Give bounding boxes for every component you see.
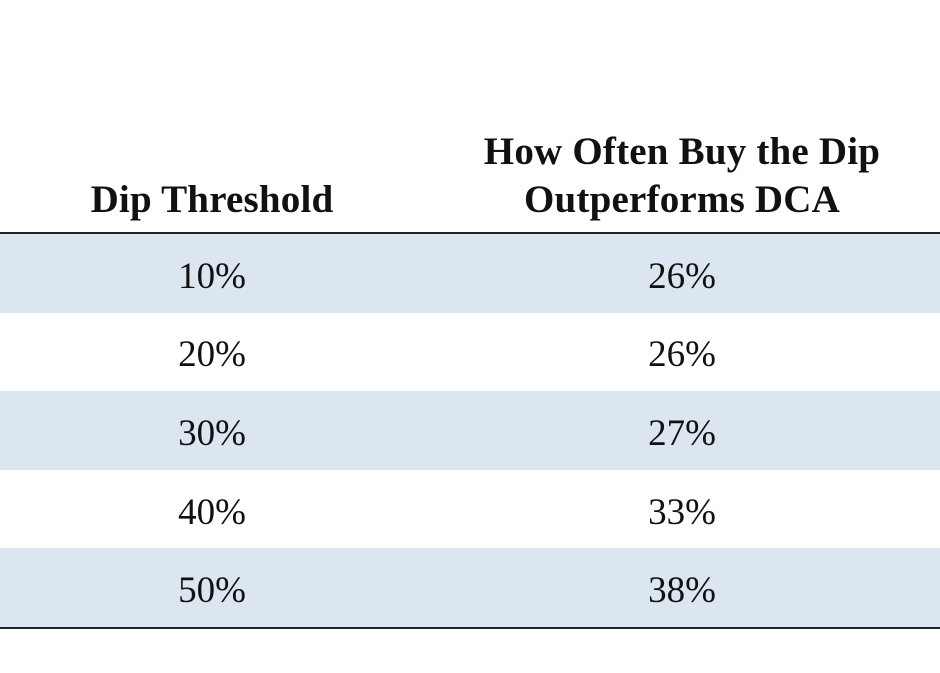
outperform-cell: 33%	[648, 491, 716, 533]
threshold-cell: 50%	[178, 570, 246, 612]
outperform-cell: 38%	[648, 570, 716, 612]
header-dip-threshold: Dip Threshold	[90, 178, 334, 221]
threshold-cell: 20%	[178, 334, 246, 376]
threshold-cell: 30%	[178, 412, 246, 454]
table-row: 30% 27%	[0, 391, 940, 470]
outperform-cell: 26%	[648, 334, 716, 376]
table-row: 50% 38%	[0, 548, 940, 627]
header-divider	[0, 232, 940, 234]
threshold-cell: 40%	[178, 491, 246, 533]
threshold-cell: 10%	[178, 255, 246, 297]
header-outperforms-dca: How Often Buy the Dip Outperforms DCA	[424, 128, 940, 224]
table-row: 40% 33%	[0, 470, 940, 549]
table-header: Dip Threshold How Often Buy the Dip Outp…	[0, 0, 940, 232]
table-body: 10% 26% 20% 26% 30% 27% 40% 33% 50% 38%	[0, 234, 940, 627]
outperform-cell: 26%	[648, 255, 716, 297]
table-row: 20% 26%	[0, 313, 940, 392]
header-outperforms-line-2: Outperforms DCA	[523, 178, 841, 221]
table-bottom-rule	[0, 627, 940, 629]
table-row: 10% 26%	[0, 234, 940, 313]
header-outperforms-line-1: How Often Buy the Dip	[483, 130, 881, 173]
outperform-cell: 27%	[648, 412, 716, 454]
